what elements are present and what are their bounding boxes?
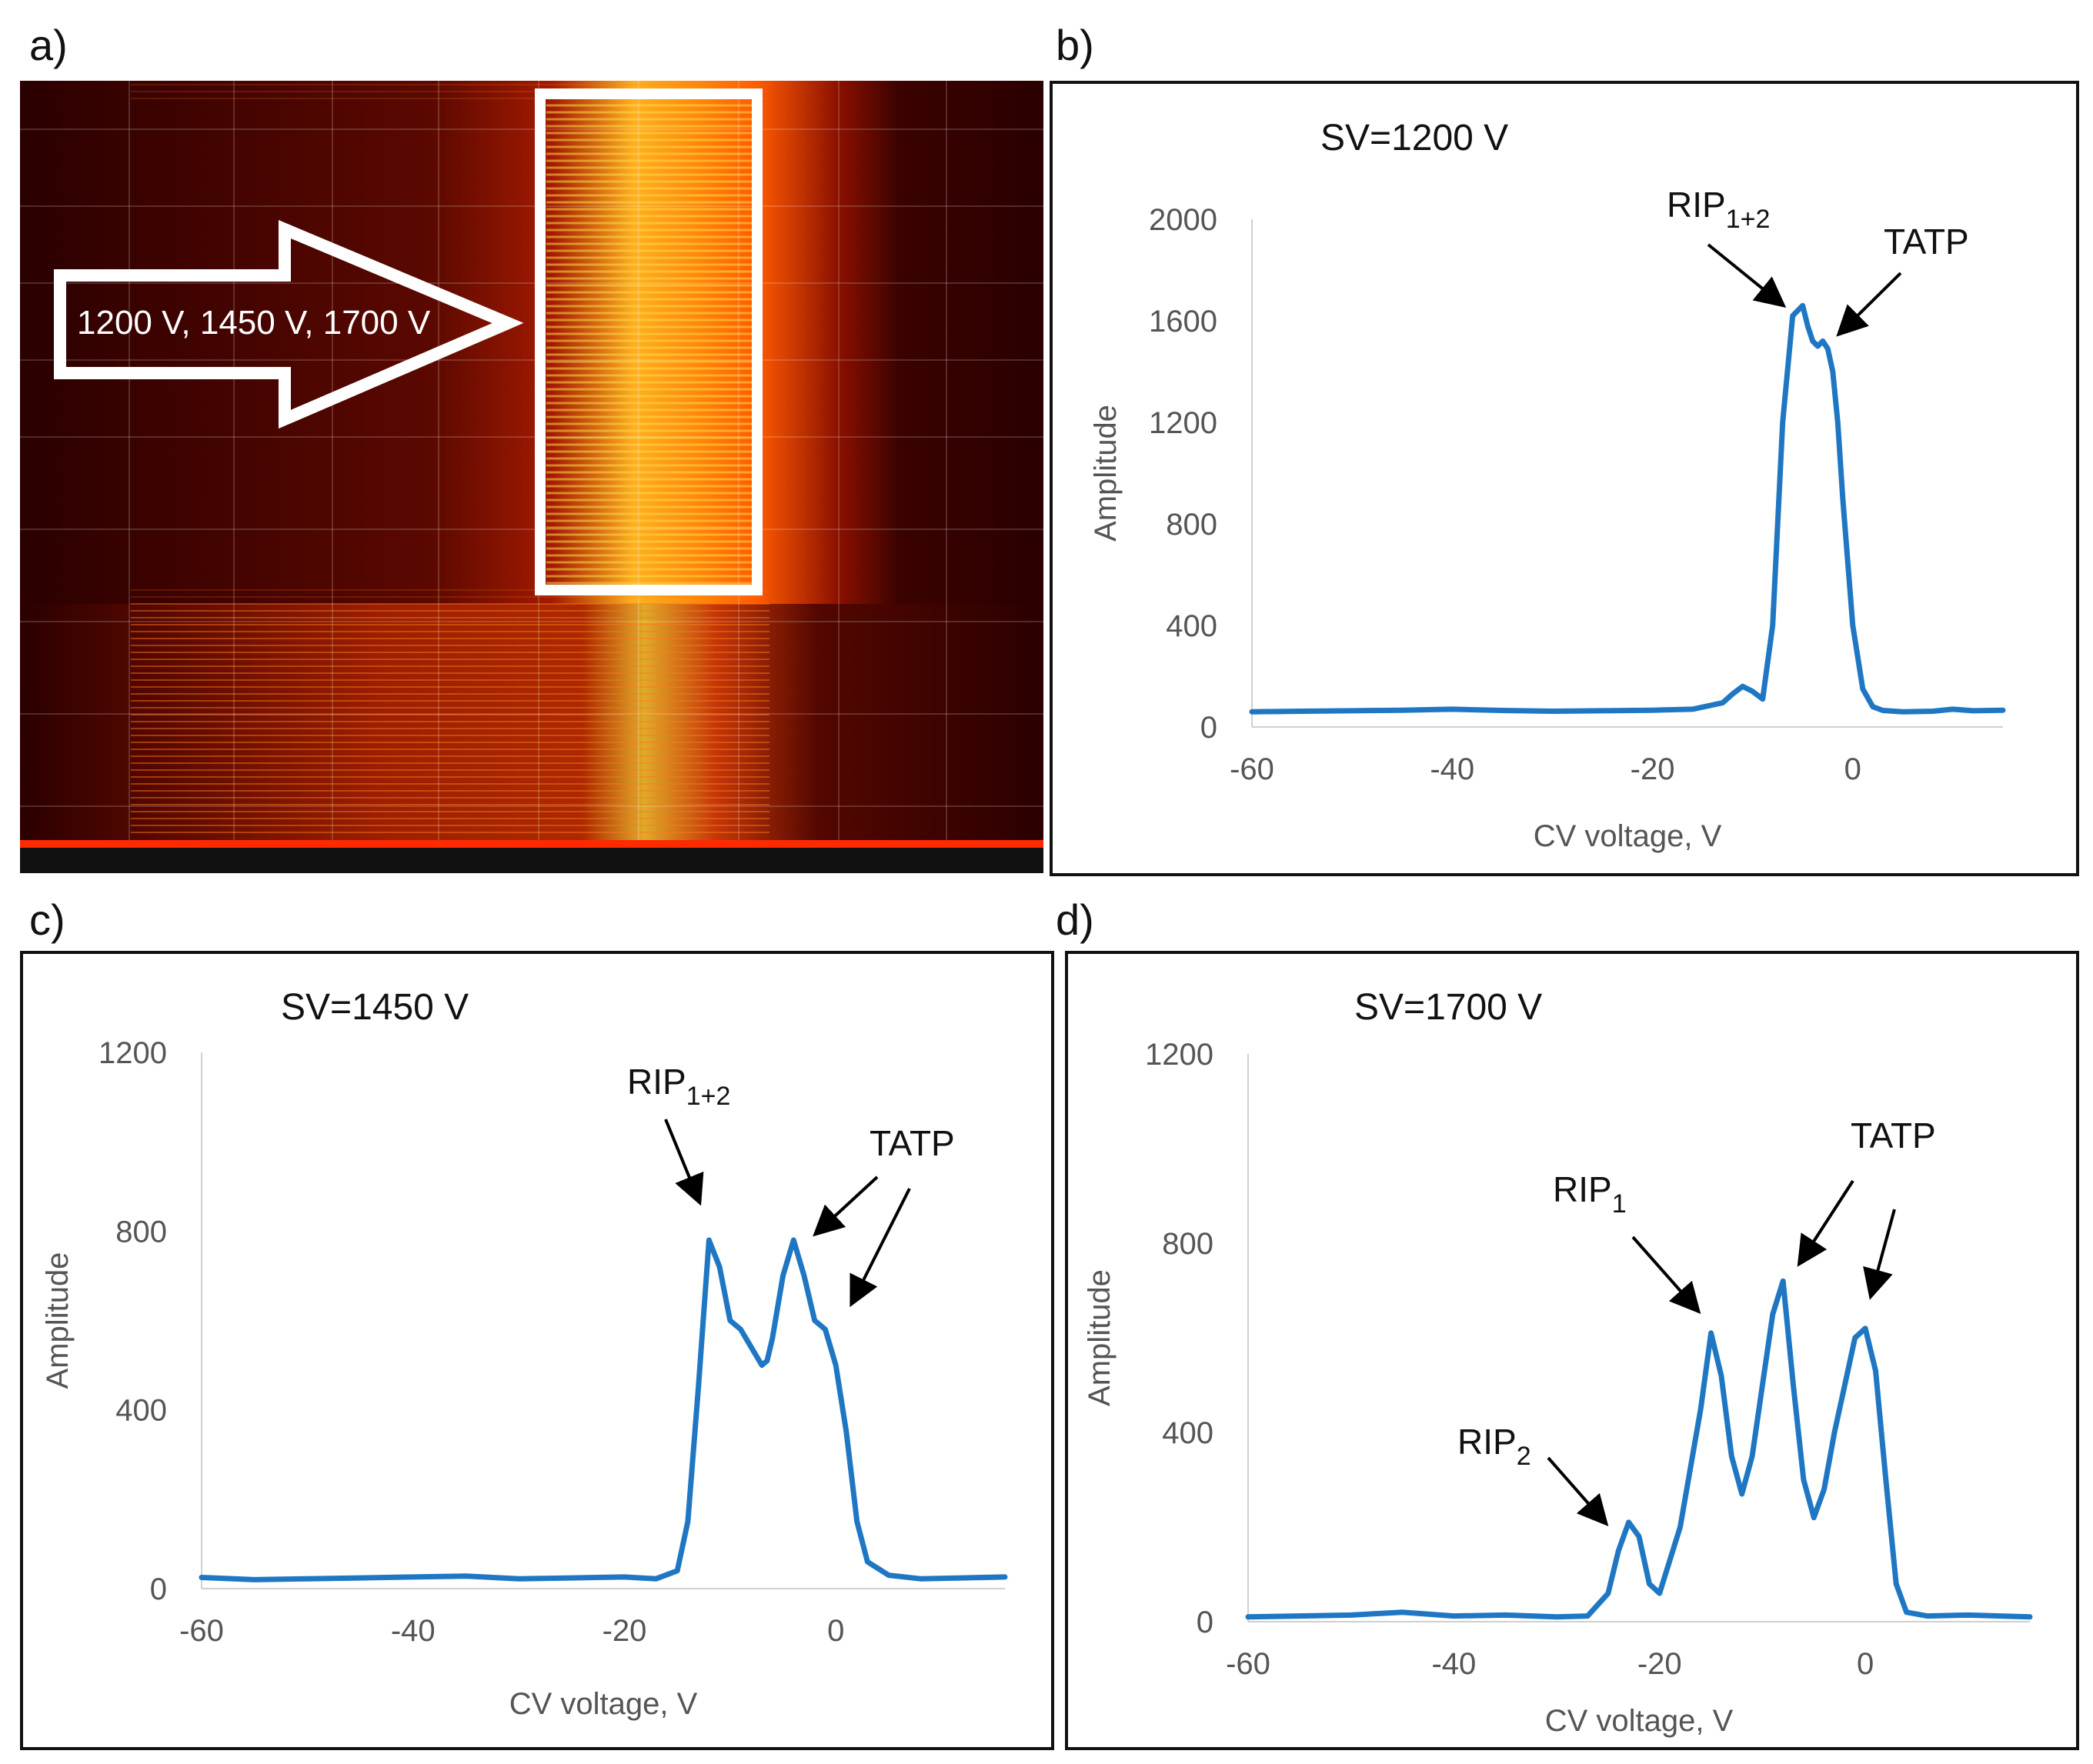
annotation-arrow <box>1836 272 1902 337</box>
y-tick-label: 400 <box>1162 1416 1213 1450</box>
y-tick-label: 0 <box>150 1572 167 1606</box>
chart-title: SV=1700 V <box>1354 987 1542 1028</box>
heatmap-upper-region <box>20 81 1043 604</box>
y-tick-label: 1600 <box>1149 305 1217 338</box>
annotation-main-text: RIP <box>627 1062 686 1102</box>
y-tick-label: 800 <box>1162 1227 1213 1261</box>
annotation-arrow <box>1631 1235 1701 1314</box>
x-axis-label: CV voltage, V <box>1545 1704 1734 1738</box>
x-tick-label: -20 <box>1631 752 1675 786</box>
annotation-arrow <box>813 1175 879 1237</box>
panel-label-a: a) <box>29 21 68 69</box>
y-axis-label: Amplitude <box>1089 405 1123 542</box>
heatmap-red-baseline <box>20 840 1043 848</box>
annotation-arrow <box>1547 1456 1609 1527</box>
annotation-label: TATP <box>1851 1115 1936 1155</box>
annotation-main-text: RIP <box>1553 1169 1612 1209</box>
panel-b-frame <box>1050 81 2079 876</box>
annotation-main-text: TATP <box>1884 222 1969 262</box>
chart-panel-d: 0 400 800 1200 -60 -40 -20 0 CV voltage, V Amplit… <box>1083 987 2033 1738</box>
annotation-main-text: RIP <box>1667 185 1726 225</box>
chart-title: SV=1200 V <box>1320 118 1508 158</box>
panel-label-b: b) <box>1056 21 1094 69</box>
y-tick-label: 400 <box>1166 609 1217 643</box>
annotation-arrow <box>1707 243 1787 308</box>
y-tick-label: 800 <box>1166 508 1217 542</box>
x-tick-label: -60 <box>179 1614 224 1648</box>
heatmap-highlight-box <box>535 88 763 595</box>
x-tick-label: -20 <box>603 1614 647 1648</box>
x-tick-label: -60 <box>1230 752 1274 786</box>
annotation-main-text: TATP <box>1851 1115 1936 1155</box>
x-tick-label: -40 <box>391 1614 436 1648</box>
x-tick-label: -60 <box>1226 1647 1270 1681</box>
annotation-arrow <box>1797 1179 1854 1267</box>
annotation-arrow <box>1863 1209 1896 1300</box>
x-tick-label: 0 <box>1844 752 1861 786</box>
panel-c-frame <box>20 951 1054 1750</box>
x-tick-label: -20 <box>1637 1647 1682 1681</box>
panel-d-frame <box>1065 951 2079 1750</box>
y-tick-label: 800 <box>115 1215 167 1249</box>
series-line <box>1245 1278 2033 1620</box>
series-line <box>199 1237 1008 1582</box>
x-axis-label: CV voltage, V <box>509 1687 698 1721</box>
panel-label-c: c) <box>29 895 65 944</box>
annotation-label: RIP2 <box>1457 1422 1531 1471</box>
annotation-subscript: 1 <box>1612 1189 1627 1219</box>
series-line <box>1249 302 2006 715</box>
y-tick-label: 400 <box>115 1394 167 1428</box>
x-axis-label: CV voltage, V <box>1534 819 1722 853</box>
annotation-label: RIP1 <box>1553 1169 1627 1219</box>
x-tick-label: -40 <box>1431 1647 1476 1681</box>
annotation-subscript: 1+2 <box>686 1082 731 1111</box>
annotation-label: TATP <box>870 1123 955 1163</box>
y-tick-label: 0 <box>1197 1606 1213 1639</box>
annotation-main-text: TATP <box>870 1123 955 1163</box>
chart-title: SV=1450 V <box>281 987 469 1028</box>
x-tick-label: 0 <box>1857 1647 1874 1681</box>
x-tick-label: 0 <box>827 1614 844 1648</box>
y-axis-label: Amplitude <box>1083 1269 1117 1406</box>
annotation-label: RIP1+2 <box>1667 185 1770 234</box>
heatmap-lower-region <box>20 604 1043 842</box>
annotation-subscript: 2 <box>1517 1442 1531 1471</box>
y-axis-label: Amplitude <box>41 1252 75 1389</box>
y-tick-label: 0 <box>1200 711 1217 745</box>
y-tick-label: 1200 <box>1149 406 1217 440</box>
y-tick-label: 2000 <box>1149 203 1217 237</box>
x-tick-label: -40 <box>1430 752 1474 786</box>
chart-panel-c: 0 400 800 1200 -60 -40 -20 0 CV voltage, V Amplit… <box>41 987 1008 1721</box>
heatmap-arrow-text: 1200 V, 1450 V, 1700 V <box>77 304 431 342</box>
y-tick-label: 1200 <box>98 1036 167 1070</box>
heatmap-arrow-shape <box>54 219 524 429</box>
annotation-label: TATP <box>1884 222 1969 262</box>
annotation-subscript: 1+2 <box>1726 205 1771 234</box>
annotation-label: RIP1+2 <box>627 1062 730 1111</box>
heatmap-dark-strip <box>20 848 1043 873</box>
y-tick-label: 1200 <box>1145 1038 1213 1072</box>
panel-label-d: d) <box>1056 895 1094 944</box>
heatmap-scan-lines <box>131 84 769 833</box>
annotation-main-text: RIP <box>1457 1422 1517 1462</box>
annotation-arrow <box>850 1188 911 1308</box>
chart-panel-b: 0 400 800 1200 1600 2000 -60 -40 -20 0 CV voltage,… <box>1089 118 2006 853</box>
annotation-arrow <box>664 1119 704 1206</box>
heatmap-panel: 1200 V, 1450 V, 1700 V <box>20 81 1043 873</box>
